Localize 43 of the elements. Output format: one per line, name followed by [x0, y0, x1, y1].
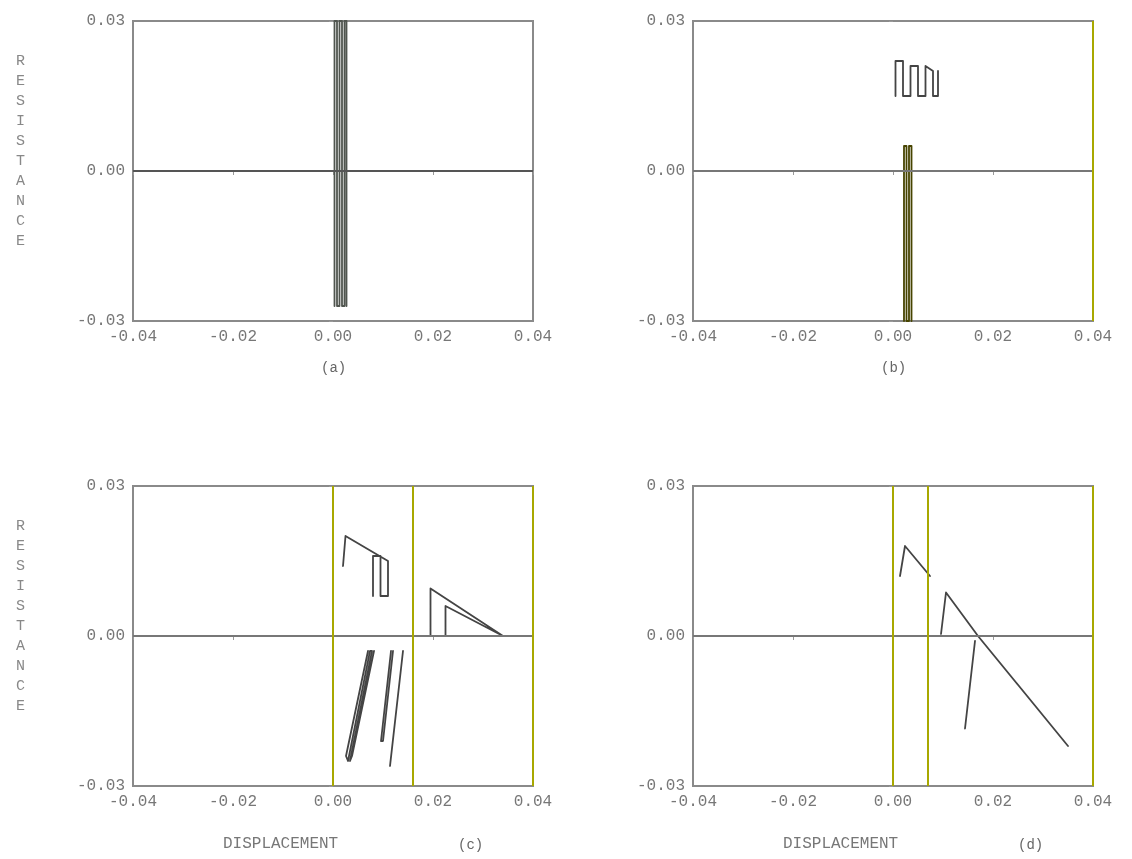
x-tick-label: -0.04 [668, 793, 718, 811]
x-tick-label: -0.02 [208, 328, 258, 346]
y-tick-label: 0.00 [86, 162, 125, 180]
x-tick-label: -0.02 [768, 793, 818, 811]
x-tick-label: -0.04 [108, 328, 158, 346]
text: RESISTANCE [16, 52, 26, 250]
y-tick-label: -0.03 [636, 312, 685, 330]
x-tick-label: -0.02 [208, 793, 258, 811]
x-axis-title: DISPLACEMENT [223, 835, 339, 853]
x-tick-label: 0.02 [973, 328, 1013, 346]
line-series [894, 60, 939, 97]
x-tick-label: 0.04 [513, 328, 553, 346]
text: RESISTANCE [16, 517, 26, 715]
text: (c) [458, 837, 484, 853]
line-series [940, 591, 1069, 747]
x-tick-label: -0.04 [108, 793, 158, 811]
x-tick-label: 0.04 [1073, 793, 1113, 811]
text: (a) [321, 360, 347, 376]
x-tick-label: -0.04 [668, 328, 718, 346]
y-tick-label: -0.03 [76, 312, 125, 330]
text: (b) [881, 360, 907, 376]
x-tick-label: 0.02 [413, 793, 453, 811]
x-tick-label: 0.02 [413, 328, 453, 346]
y-tick-label: 0.00 [646, 162, 685, 180]
y-tick-label: -0.03 [636, 777, 685, 795]
x-tick-label: 0.00 [873, 328, 913, 346]
y-tick-label: 0.03 [86, 12, 125, 30]
x-tick-label: 0.04 [513, 793, 553, 811]
x-tick-label: 0.00 [873, 793, 913, 811]
y-tick-label: 0.00 [646, 627, 685, 645]
y-tick-label: 0.03 [646, 477, 685, 495]
x-tick-label: -0.02 [768, 328, 818, 346]
text: (d) [1018, 837, 1044, 853]
y-tick-label: 0.03 [646, 12, 685, 30]
x-tick-label: 0.04 [1073, 328, 1113, 346]
x-tick-label: 0.00 [313, 328, 353, 346]
x-tick-label: 0.02 [973, 793, 1013, 811]
y-tick-label: -0.03 [76, 777, 125, 795]
y-tick-label: 0.03 [86, 477, 125, 495]
x-axis-title: DISPLACEMENT [783, 835, 899, 853]
x-tick-label: 0.00 [313, 793, 353, 811]
line-series [342, 535, 389, 597]
y-tick-label: 0.00 [86, 627, 125, 645]
